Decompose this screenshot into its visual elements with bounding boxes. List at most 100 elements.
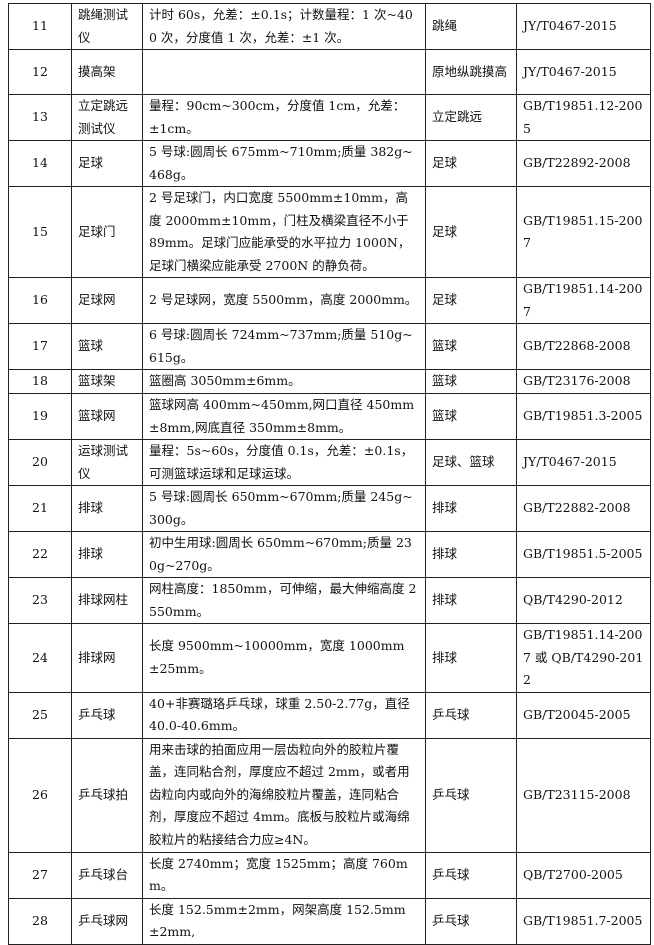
- table-row: 13 立定跳远测试仪 量程：90cm~300cm，分度值 1cm，允差：±1cm。立…: [8, 94, 651, 141]
- table-row: 23 排球网柱 网柱高度：1850mm，可伸缩，最大伸缩高度 2550mm。 排球 QB…: [8, 577, 651, 624]
- test-item: 立定跳远: [425, 94, 517, 141]
- table-row: 16 足球网 2 号足球网，宽度 5500mm，高度 2000mm。 足球 GB/T19…: [8, 277, 651, 324]
- test-item: 排球: [425, 485, 517, 532]
- test-item: 篮球: [425, 323, 517, 370]
- equipment-name: 排球网: [71, 623, 143, 693]
- standard-code: GB/T22892-2008: [516, 140, 651, 187]
- specification: 5 号球:圆周长 675mm~710mm;质量 382g~468g。: [142, 140, 426, 187]
- row-number: 21: [8, 485, 72, 532]
- equipment-standards-table: 11 跳绳测试仪 计时 60s，允差：±0.1s；计数量程：1 次~400 次，分度…: [8, 3, 651, 945]
- standard-code: JY/T0467-2015: [516, 3, 651, 50]
- specification: 2 号足球网，宽度 5500mm，高度 2000mm。: [142, 277, 426, 324]
- row-number: 19: [8, 393, 72, 440]
- equipment-name: 立定跳远测试仪: [71, 94, 143, 141]
- table-row: 17 篮球 6 号球:圆周长 724mm~737mm;质量 510g~615g。 篮球…: [8, 323, 651, 370]
- equipment-name: 排球: [71, 531, 143, 578]
- test-item: 乒乓球: [425, 851, 517, 899]
- specification: 篮球网高 400mm~450mm,网口直径 450mm±8mm,网底直径 350…: [142, 393, 426, 440]
- table-row: 28 乒乓球网 长度 152.5mm±2mm，网架高度 152.5mm±2mm, 乒乓…: [8, 897, 651, 945]
- row-number: 26: [8, 737, 72, 853]
- equipment-name: 排球网柱: [71, 577, 143, 624]
- row-number: 18: [8, 369, 72, 394]
- equipment-name: 乒乓球网: [71, 897, 143, 945]
- test-item: 足球: [425, 140, 517, 187]
- specification: 长度 152.5mm±2mm，网架高度 152.5mm±2mm,: [142, 897, 426, 945]
- table-row: 25 乒乓球 40+非赛璐珞乒乓球，球重 2.50-2.77g，直径 40.0-40…: [8, 691, 651, 739]
- table-row: 12 摸高架 原地纵跳摸高 JY/T0467-2015: [8, 49, 651, 95]
- standard-code: GB/T19851.14-2007: [516, 277, 651, 324]
- row-number: 16: [8, 277, 72, 324]
- equipment-name: 运球测试仪: [71, 439, 143, 486]
- standard-code: GB/T19851.5-2005: [516, 531, 651, 578]
- specification: 5 号球:圆周长 650mm~670mm;质量 245g~300g。: [142, 485, 426, 532]
- test-item: 足球: [425, 277, 517, 324]
- table-row: 24 排球网 长度 9500mm~10000mm，宽度 1000mm±25mm。 排球…: [8, 623, 651, 693]
- specification: 用来击球的拍面应用一层齿粒向外的胶粒片覆盖，连同粘合剂，厚度应不超过 2mm，或…: [142, 737, 426, 853]
- row-number: 15: [8, 186, 72, 278]
- row-number: 11: [8, 3, 72, 50]
- test-item: 足球、篮球: [425, 439, 517, 486]
- table-row: 22 排球 初中生用球:圆周长 650mm~670mm;质量 230g~270g。排…: [8, 531, 651, 578]
- standard-code: GB/T22882-2008: [516, 485, 651, 532]
- equipment-name: 跳绳测试仪: [71, 3, 143, 50]
- test-item: 篮球: [425, 393, 517, 440]
- test-item: 篮球: [425, 369, 517, 394]
- specification: 计时 60s，允差：±0.1s；计数量程：1 次~400 次，分度值 1 次，允…: [142, 3, 426, 50]
- specification: 量程：5s~60s，分度值 0.1s，允差：±0.1s，可测篮球运球和足球运球。: [142, 439, 426, 486]
- specification: 2 号足球门，内口宽度 5500mm±10mm，高度 2000mm±10mm，门…: [142, 186, 426, 278]
- standard-code: GB/T23115-2008: [516, 737, 651, 853]
- row-number: 17: [8, 323, 72, 370]
- row-number: 20: [8, 439, 72, 486]
- table-row: 19 篮球网 篮球网高 400mm~450mm,网口直径 450mm±8mm,网底直…: [8, 393, 651, 440]
- standard-code: GB/T20045-2005: [516, 691, 651, 739]
- specification: 篮圈高 3050mm±6mm。: [142, 369, 426, 394]
- equipment-name: 足球网: [71, 277, 143, 324]
- row-number: 14: [8, 140, 72, 187]
- test-item: 乒乓球: [425, 691, 517, 739]
- standard-code: QB/T2700-2005: [516, 851, 651, 899]
- equipment-name: 篮球: [71, 323, 143, 370]
- row-number: 27: [8, 851, 72, 899]
- table-row: 18 篮球架 篮圈高 3050mm±6mm。 篮球 GB/T23176-2008: [8, 369, 651, 394]
- table-row: 26 乒乓球拍 用来击球的拍面应用一层齿粒向外的胶粒片覆盖，连同粘合剂，厚度应不超过…: [8, 737, 651, 853]
- test-item: 跳绳: [425, 3, 517, 50]
- table-row: 11 跳绳测试仪 计时 60s，允差：±0.1s；计数量程：1 次~400 次，分度…: [8, 3, 651, 50]
- test-item: 排球: [425, 577, 517, 624]
- test-item: 原地纵跳摸高: [425, 49, 517, 95]
- table-row: 27 乒乓球台 长度 2740mm；宽度 1525mm；高度 760mm。 乒乓球 QB…: [8, 851, 651, 899]
- equipment-name: 排球: [71, 485, 143, 532]
- specification: 长度 2740mm；宽度 1525mm；高度 760mm。: [142, 851, 426, 899]
- equipment-name: 足球门: [71, 186, 143, 278]
- standard-code: GB/T19851.12-2005: [516, 94, 651, 141]
- standard-code: GB/T22868-2008: [516, 323, 651, 370]
- standard-code: GB/T19851.3-2005: [516, 393, 651, 440]
- row-number: 28: [8, 897, 72, 945]
- row-number: 22: [8, 531, 72, 578]
- specification: 40+非赛璐珞乒乓球，球重 2.50-2.77g，直径 40.0-40.6mm。: [142, 691, 426, 739]
- table-row: 21 排球 5 号球:圆周长 650mm~670mm;质量 245g~300g。 排球…: [8, 485, 651, 532]
- specification: 网柱高度：1850mm，可伸缩，最大伸缩高度 2550mm。: [142, 577, 426, 624]
- row-number: 13: [8, 94, 72, 141]
- specification: 量程：90cm~300cm，分度值 1cm，允差：±1cm。: [142, 94, 426, 141]
- row-number: 25: [8, 691, 72, 739]
- equipment-name: 乒乓球台: [71, 851, 143, 899]
- specification: 6 号球:圆周长 724mm~737mm;质量 510g~615g。: [142, 323, 426, 370]
- table-row: 14 足球 5 号球:圆周长 675mm~710mm;质量 382g~468g。 足球…: [8, 140, 651, 187]
- standard-code: QB/T4290-2012: [516, 577, 651, 624]
- test-item: 乒乓球: [425, 737, 517, 853]
- table-row: 20 运球测试仪 量程：5s~60s，分度值 0.1s，允差：±0.1s，可测篮球运…: [8, 439, 651, 486]
- specification: 长度 9500mm~10000mm，宽度 1000mm±25mm。: [142, 623, 426, 693]
- specification: 初中生用球:圆周长 650mm~670mm;质量 230g~270g。: [142, 531, 426, 578]
- specification: [142, 49, 426, 95]
- test-item: 乒乓球: [425, 897, 517, 945]
- equipment-name: 乒乓球拍: [71, 737, 143, 853]
- standard-code: GB/T23176-2008: [516, 369, 651, 394]
- standard-code: GB/T19851.15-2007: [516, 186, 651, 278]
- row-number: 24: [8, 623, 72, 693]
- row-number: 23: [8, 577, 72, 624]
- equipment-name: 乒乓球: [71, 691, 143, 739]
- standard-code: GB/T19851.14-2007 或 QB/T4290-2012: [516, 623, 651, 693]
- test-item: 排球: [425, 623, 517, 693]
- equipment-name: 足球: [71, 140, 143, 187]
- equipment-name: 篮球网: [71, 393, 143, 440]
